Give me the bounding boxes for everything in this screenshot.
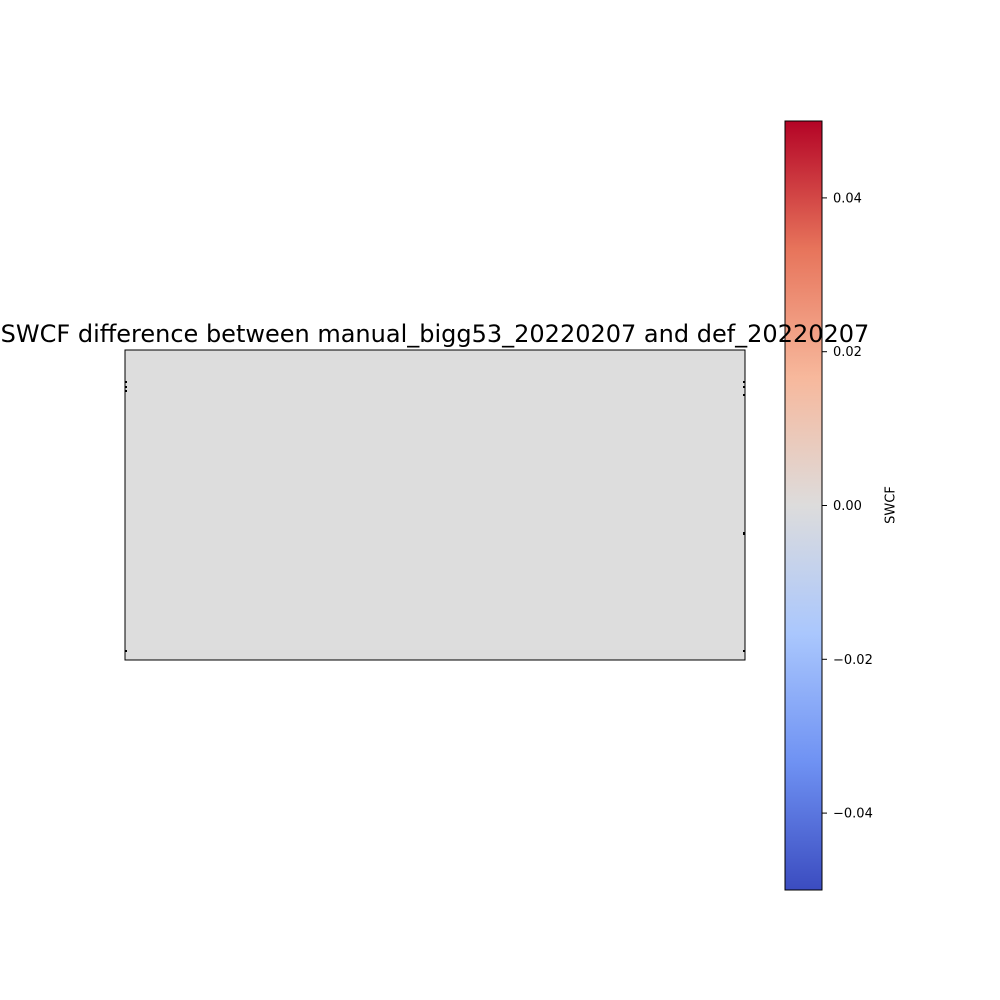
map-edge-mark [743, 386, 745, 388]
colorbar-tick-label: 0.02 [833, 345, 862, 360]
colorbar-tick-label: 0.00 [833, 499, 862, 514]
chart-title: SWCF difference between manual_bigg53_20… [1, 320, 870, 348]
colorbar-tick-label: −0.04 [833, 807, 873, 822]
map-edge-mark [743, 394, 745, 396]
colorbar-gradient [784, 120, 823, 891]
map-edge-mark [125, 381, 127, 383]
colorbar-ticks: −0.04 −0.02 0.00 0.02 0.04 [822, 191, 873, 822]
map-edge-mark [743, 381, 745, 383]
colorbar-label: SWCF [884, 486, 899, 524]
map-panel [124, 349, 746, 661]
map-edge-mark [743, 650, 745, 652]
colorbar: −0.04 −0.02 0.00 0.02 0.04 SWCF [784, 120, 899, 891]
colorbar-tick-label: −0.02 [833, 653, 873, 668]
map-edge-marks [125, 381, 745, 652]
map-field [124, 349, 746, 661]
map-edge-mark [125, 386, 127, 388]
colorbar-tick-label: 0.04 [833, 191, 862, 206]
map-edge-mark [125, 650, 127, 652]
map-edge-mark [743, 532, 745, 535]
map-edge-mark [125, 390, 127, 392]
